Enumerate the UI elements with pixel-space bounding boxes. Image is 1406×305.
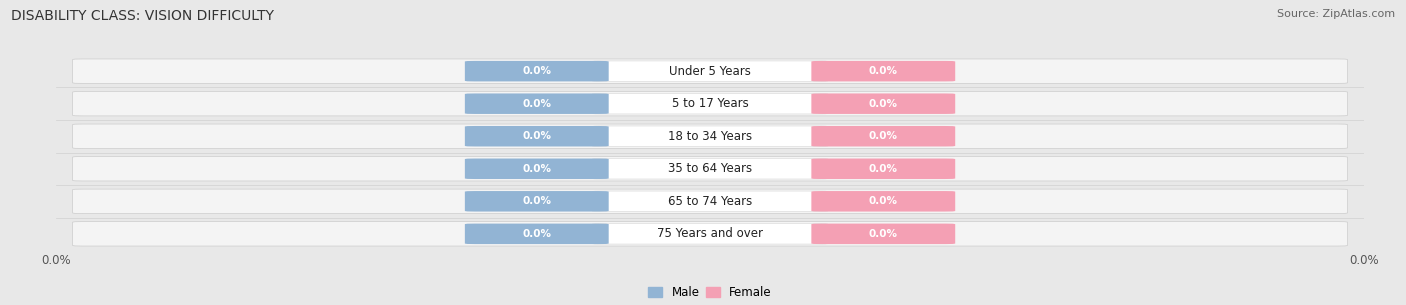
FancyBboxPatch shape — [811, 61, 955, 81]
FancyBboxPatch shape — [592, 191, 828, 212]
Text: 75 Years and over: 75 Years and over — [657, 227, 763, 240]
FancyBboxPatch shape — [811, 159, 955, 179]
Text: 5 to 17 Years: 5 to 17 Years — [672, 97, 748, 110]
Text: 0.0%: 0.0% — [522, 229, 551, 239]
FancyBboxPatch shape — [465, 191, 609, 212]
FancyBboxPatch shape — [592, 224, 828, 244]
Text: 0.0%: 0.0% — [522, 164, 551, 174]
Text: 65 to 74 Years: 65 to 74 Years — [668, 195, 752, 208]
Text: 0.0%: 0.0% — [522, 99, 551, 109]
Text: 0.0%: 0.0% — [522, 131, 551, 141]
FancyBboxPatch shape — [465, 93, 609, 114]
FancyBboxPatch shape — [592, 126, 828, 146]
FancyBboxPatch shape — [592, 61, 828, 81]
FancyBboxPatch shape — [465, 126, 609, 146]
FancyBboxPatch shape — [811, 224, 955, 244]
FancyBboxPatch shape — [592, 93, 828, 114]
Text: 0.0%: 0.0% — [869, 66, 898, 76]
FancyBboxPatch shape — [73, 156, 1347, 181]
Text: 0.0%: 0.0% — [869, 196, 898, 206]
FancyBboxPatch shape — [73, 189, 1347, 213]
FancyBboxPatch shape — [811, 126, 955, 146]
FancyBboxPatch shape — [465, 61, 609, 81]
FancyBboxPatch shape — [73, 124, 1347, 149]
FancyBboxPatch shape — [811, 191, 955, 212]
FancyBboxPatch shape — [465, 159, 609, 179]
Text: 0.0%: 0.0% — [869, 164, 898, 174]
FancyBboxPatch shape — [73, 92, 1347, 116]
Text: 0.0%: 0.0% — [522, 196, 551, 206]
Text: 0.0%: 0.0% — [869, 99, 898, 109]
FancyBboxPatch shape — [73, 59, 1347, 83]
Text: DISABILITY CLASS: VISION DIFFICULTY: DISABILITY CLASS: VISION DIFFICULTY — [11, 9, 274, 23]
Text: 0.0%: 0.0% — [869, 229, 898, 239]
Text: Under 5 Years: Under 5 Years — [669, 65, 751, 78]
Text: Source: ZipAtlas.com: Source: ZipAtlas.com — [1277, 9, 1395, 19]
FancyBboxPatch shape — [465, 224, 609, 244]
FancyBboxPatch shape — [73, 222, 1347, 246]
Text: 35 to 64 Years: 35 to 64 Years — [668, 162, 752, 175]
Text: 18 to 34 Years: 18 to 34 Years — [668, 130, 752, 143]
Legend: Male, Female: Male, Female — [648, 286, 772, 299]
FancyBboxPatch shape — [811, 93, 955, 114]
Text: 0.0%: 0.0% — [522, 66, 551, 76]
FancyBboxPatch shape — [592, 159, 828, 179]
Text: 0.0%: 0.0% — [869, 131, 898, 141]
